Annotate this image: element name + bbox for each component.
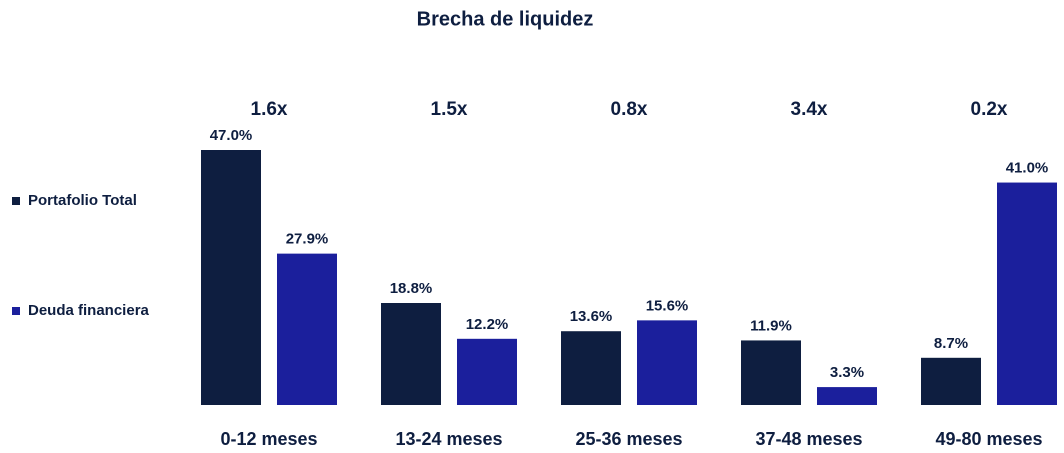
ratio-annotation: 0.2x xyxy=(971,99,1008,120)
value-label: 8.7% xyxy=(934,335,968,352)
ratio-annotation: 3.4x xyxy=(791,99,828,120)
x-tick-label: 25-36 meses xyxy=(575,429,682,449)
chart-title: Brecha de liquidez xyxy=(417,8,594,30)
bar xyxy=(817,387,877,405)
x-tick-label: 49-80 meses xyxy=(935,429,1042,449)
bar xyxy=(277,253,337,405)
x-tick-label: 37-48 meses xyxy=(755,429,862,449)
ratio-annotation: 1.6x xyxy=(251,99,288,120)
ratio-annotation: 0.8x xyxy=(611,99,648,120)
bar xyxy=(561,331,621,405)
legend-swatch xyxy=(12,307,20,315)
bar xyxy=(637,320,697,405)
value-label: 18.8% xyxy=(390,280,433,297)
x-tick-label: 0-12 meses xyxy=(220,429,317,449)
value-label: 27.9% xyxy=(286,231,329,248)
legend-swatch xyxy=(12,197,20,205)
value-label: 13.6% xyxy=(570,308,613,325)
bar xyxy=(741,340,801,405)
ratio-annotation: 1.5x xyxy=(431,99,468,120)
bar xyxy=(457,338,517,405)
legend-label: Portafolio Total xyxy=(28,192,137,209)
value-label: 47.0% xyxy=(210,127,253,144)
value-label: 3.3% xyxy=(830,364,864,381)
bar xyxy=(201,150,261,405)
value-label: 41.0% xyxy=(1006,160,1049,177)
value-label: 12.2% xyxy=(466,316,509,333)
bar xyxy=(997,182,1057,405)
value-label: 15.6% xyxy=(646,297,689,314)
legend-label: Deuda financiera xyxy=(28,302,150,319)
bar xyxy=(381,303,441,405)
value-label: 11.9% xyxy=(750,317,792,334)
x-tick-label: 13-24 meses xyxy=(395,429,502,449)
bar xyxy=(921,357,981,405)
